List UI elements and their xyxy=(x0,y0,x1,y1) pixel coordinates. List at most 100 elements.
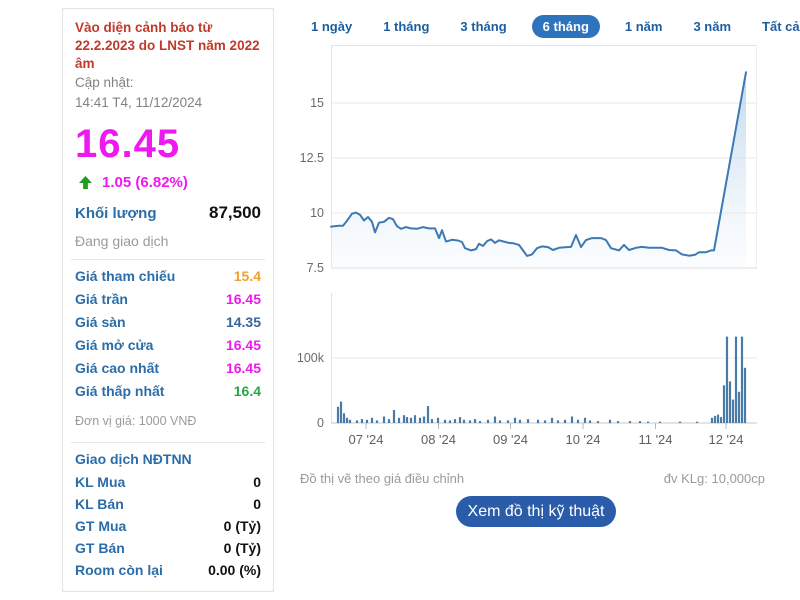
price-info-label: Giá cao nhất xyxy=(75,359,160,376)
volume-bar xyxy=(392,410,396,423)
volume-bar xyxy=(409,417,413,423)
volume-bar xyxy=(418,417,422,423)
foreign-trade-list: KL Mua 0 KL Bán 0 GT Mua 0 (Tỷ) GT Bán 0 (Tỷ) Ro… xyxy=(75,474,261,584)
volume-bar xyxy=(556,420,560,423)
volume-bar xyxy=(473,419,477,423)
view-technical-chart-button[interactable]: Xem đồ thị kỹ thuật xyxy=(456,496,616,527)
volume-bar xyxy=(493,416,497,423)
volume-bar xyxy=(734,336,738,424)
volume-bar xyxy=(506,420,510,423)
volume-row: Khối lượng 87,500 xyxy=(75,203,261,223)
axis-tick-label: 12 '24 xyxy=(708,432,743,445)
price-info-value: 15.4 xyxy=(233,267,261,284)
price-info-value: 16.45 xyxy=(225,290,261,307)
foreign-trade-value: 0 xyxy=(253,495,261,512)
price-line-series xyxy=(330,71,747,257)
volume-bar xyxy=(355,420,359,423)
price-info-row: Giá tham chiếu 15.4 xyxy=(75,268,261,291)
volume-bar xyxy=(462,419,466,424)
volume-value: 87,500 xyxy=(209,202,261,222)
tab-3-năm[interactable]: 3 năm xyxy=(693,18,732,34)
volume-bar xyxy=(678,421,682,423)
divider xyxy=(71,258,265,260)
volume-bar xyxy=(583,417,587,423)
tab-1-tháng[interactable]: 1 tháng xyxy=(383,18,430,34)
volume-bar xyxy=(536,419,540,424)
price-info-row: Giá thấp nhất 16.4 xyxy=(75,383,261,406)
volume-bar xyxy=(526,419,530,423)
volume-bar xyxy=(710,417,714,423)
foreign-trade-label: KL Bán xyxy=(75,495,124,512)
volume-bar xyxy=(576,419,580,424)
axis-tick-label: 09 '24 xyxy=(493,432,528,445)
volume-bar xyxy=(588,420,592,423)
tab-1-năm[interactable]: 1 năm xyxy=(624,18,663,34)
foreign-trade-value: 0 (Tỷ) xyxy=(223,539,261,556)
volume-bar xyxy=(413,415,417,423)
volume-bar xyxy=(616,421,620,424)
foreign-trade-row: KL Bán 0 xyxy=(75,496,261,518)
foreign-trade-row: GT Mua 0 (Tỷ) xyxy=(75,518,261,540)
volume-bar xyxy=(405,417,409,423)
volume-bar xyxy=(608,419,612,424)
volume-bar xyxy=(658,421,662,423)
volume-bar xyxy=(719,417,723,423)
tab-tất-cả[interactable]: Tất cả xyxy=(762,18,800,34)
up-arrow-icon xyxy=(79,175,92,189)
price-info-value: 16.45 xyxy=(225,336,261,353)
volume-bar xyxy=(365,419,369,424)
axis-tick-label: 100k xyxy=(297,351,325,365)
volume-bar xyxy=(348,419,352,424)
price-info-value: 14.35 xyxy=(225,313,261,330)
adjusted-price-note: Đồ thị vẽ theo giá điều chỉnh xyxy=(300,471,465,486)
foreign-trade-value: 0 (Tỷ) xyxy=(223,517,261,534)
tab-6-tháng[interactable]: 6 tháng xyxy=(531,14,600,38)
price-info-row: Giá sàn 14.35 xyxy=(75,314,261,337)
volume-bar xyxy=(638,421,642,424)
foreign-trade-row: GT Bán 0 (Tỷ) xyxy=(75,540,261,562)
volume-bar xyxy=(646,421,650,423)
volume-bar xyxy=(422,416,426,423)
volume-bar xyxy=(336,406,340,424)
axis-tick-label: 12.5 xyxy=(300,151,324,165)
volume-bar xyxy=(387,419,391,423)
warning-text: Vào diện cảnh báo từ 22.2.2023 do LNST n… xyxy=(75,20,260,71)
price-info-row: Giá trần 16.45 xyxy=(75,291,261,314)
price-info-list: Giá tham chiếu 15.4 Giá trần 16.45 Giá sàn 14… xyxy=(75,268,261,406)
tab-3-tháng[interactable]: 3 tháng xyxy=(460,18,507,34)
volume-bar xyxy=(570,416,574,423)
volume-bar xyxy=(468,420,472,423)
volume-bar xyxy=(722,385,726,423)
foreign-trade-value: 0.00 (%) xyxy=(208,561,261,578)
volume-bar xyxy=(743,367,747,424)
volume-bar xyxy=(370,417,374,423)
axis-tick-label: 15 xyxy=(310,96,324,110)
volume-bar xyxy=(360,419,364,423)
price-info-label: Giá tham chiếu xyxy=(75,267,176,284)
foreign-trade-label: GT Bán xyxy=(75,539,125,556)
price-area-fill xyxy=(331,72,746,268)
volume-bar xyxy=(513,417,517,423)
volume-bar xyxy=(543,420,547,423)
volume-bar xyxy=(563,419,567,424)
price-change-value: 1.05 (6.82%) xyxy=(102,173,188,191)
axis-tick-label: 10 xyxy=(310,206,324,220)
volume-bar xyxy=(426,406,430,423)
axis-tick-label: 10 '24 xyxy=(565,432,600,445)
tab-1-ngày[interactable]: 1 ngày xyxy=(311,18,353,34)
updated-time: 14:41 T4, 11/12/2024 xyxy=(75,94,203,110)
volume-bar xyxy=(737,391,741,423)
foreign-trade-row: KL Mua 0 xyxy=(75,474,261,496)
volume-bar xyxy=(453,419,457,423)
volume-bar xyxy=(448,420,452,423)
volume-bar xyxy=(486,419,490,424)
volume-bar xyxy=(498,420,502,423)
time-range-tabs: 1 ngày 1 tháng 3 tháng 6 tháng 1 năm 3 năm Tất… xyxy=(305,14,800,38)
price-volume-chart[interactable]: 15 12.5 10 7.5 100k 0 07 '24 08 '24 09 '24 10 '24… xyxy=(295,45,770,445)
volume-bar xyxy=(728,381,732,423)
price-info-label: Giá thấp nhất xyxy=(75,382,165,399)
volume-label: Khối lượng xyxy=(75,204,157,222)
axis-tick-label: 11 '24 xyxy=(638,432,672,445)
volume-bar xyxy=(345,417,349,423)
volume-bar xyxy=(716,414,720,424)
